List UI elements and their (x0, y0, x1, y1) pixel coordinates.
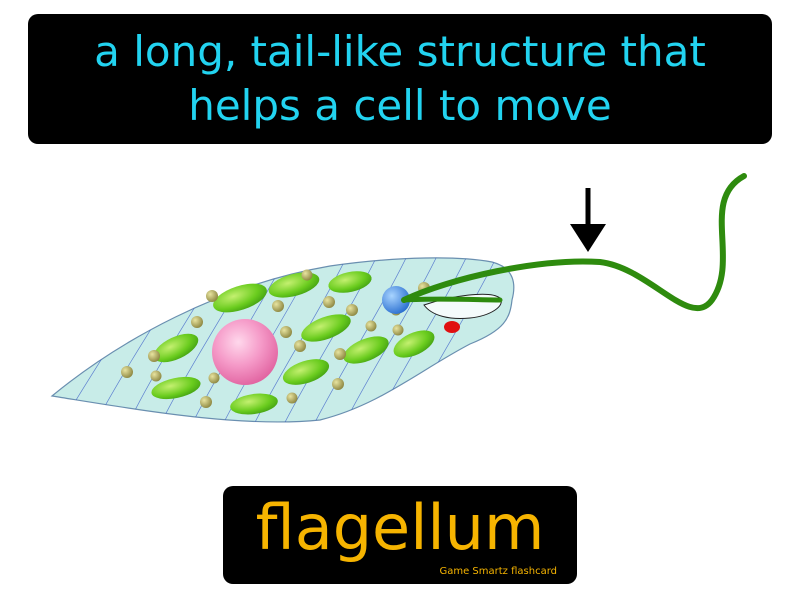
chloroplasts (151, 271, 435, 415)
euglena-illustration (50, 173, 747, 423)
term-title: flagellum (255, 491, 545, 564)
chloroplast (393, 330, 435, 358)
definition-box: a long, tail-like structure that helps a… (28, 14, 772, 144)
flagellum-base (401, 296, 503, 303)
credit-label: Game Smartz flashcard (439, 566, 557, 577)
chloroplast (343, 336, 389, 364)
chloroplast (230, 393, 278, 415)
term-box: flagellum Game Smartz flashcard (223, 486, 577, 584)
definition-line-2: helps a cell to move (188, 81, 612, 130)
chloroplast (213, 283, 267, 313)
chloroplast (301, 314, 351, 342)
basal-body (382, 286, 410, 314)
definition-line-1: a long, tail-like structure that (94, 27, 706, 76)
nucleus (212, 319, 278, 385)
down-arrow-icon (570, 188, 606, 252)
eyespot (444, 321, 460, 333)
chloroplast (153, 333, 199, 363)
chloroplast (282, 359, 330, 385)
flagellum (401, 173, 747, 311)
chloroplast (151, 376, 201, 400)
chloroplast (328, 271, 372, 293)
